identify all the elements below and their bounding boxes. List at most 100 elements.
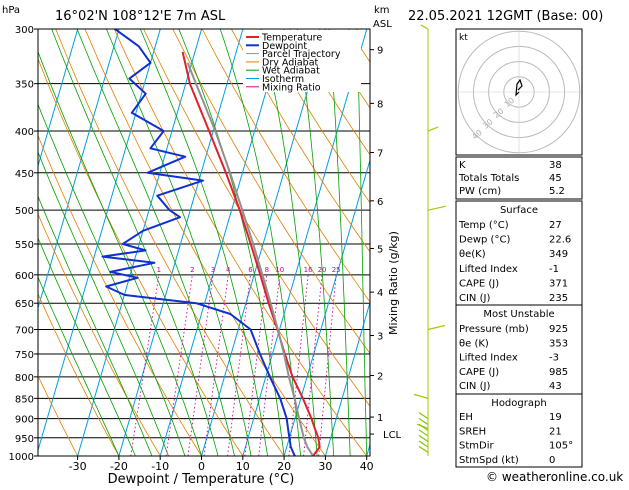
pressure-tick-label: 950	[15, 434, 34, 445]
height-tick-label: 9	[377, 46, 383, 57]
mixing-ratio-label: 6	[248, 266, 253, 274]
hodograph-table-title: Hodograph	[491, 398, 546, 409]
temperature-line	[183, 52, 320, 456]
dry-adiabat-line	[0, 29, 78, 456]
wind-barb	[428, 206, 446, 210]
legend-entry: Mixing Ratio	[262, 82, 321, 93]
mixing-ratio-label: 4	[226, 266, 231, 274]
table-value: -1	[549, 264, 559, 275]
wind-barb	[414, 394, 428, 398]
table-label: CIN (J)	[459, 293, 490, 304]
most-unstable-title: Most Unstable	[483, 309, 554, 320]
height-tick-label: 6	[377, 197, 383, 208]
wind-barb	[419, 436, 428, 442]
wind-barb	[419, 413, 428, 419]
mixing-ratio-axis-label: Mixing Ratio (g/kg)	[387, 231, 400, 335]
mixing-ratio-grid	[131, 275, 336, 456]
table-label: Totals Totals	[458, 173, 519, 184]
height-tick-label: LCL	[383, 430, 402, 441]
pressure-tick-label: 1000	[9, 452, 34, 463]
pressure-tick-label: 450	[15, 169, 34, 180]
table-value: 235	[549, 293, 568, 304]
wind-barb	[419, 418, 428, 424]
table-value: 371	[549, 278, 568, 289]
pressure-tick-label: 750	[15, 350, 34, 361]
height-tick-label: 1	[377, 413, 383, 424]
wind-barb	[419, 441, 428, 447]
pressure-tick-label: 350	[15, 80, 34, 91]
table-value: -3	[549, 353, 559, 364]
mixing-ratio-label: 20	[318, 266, 327, 274]
pressure-axis: 3003504004505005506006507007508008509009…	[9, 25, 38, 463]
pressure-tick-label: 550	[15, 240, 34, 251]
pressure-tick-label: 900	[15, 415, 34, 426]
wet-adiabat-line	[329, 29, 350, 456]
table-label: EH	[459, 412, 473, 423]
mixing-ratio-label: 8	[265, 266, 269, 274]
table-value: 22.6	[549, 235, 571, 246]
table-value: 21	[549, 426, 562, 437]
hpa-label: hPa	[2, 5, 20, 16]
credit-text: © weatheronline.co.uk	[486, 470, 623, 484]
table-label: Lifted Index	[459, 264, 518, 275]
table-label: θe (K)	[459, 338, 489, 349]
height-tick-label: 5	[377, 244, 383, 255]
table-value: 43	[549, 381, 562, 392]
mixing-ratio-labels: 1 2 3 4 6 8 10 16 20 25	[157, 266, 341, 274]
isotherm-line	[0, 29, 78, 456]
asl-label: ASL	[373, 19, 392, 30]
mixing-ratio-label: 16	[304, 266, 313, 274]
mixing-ratio-line	[204, 275, 228, 456]
parcel-trajectory-line	[188, 63, 313, 456]
mixing-ratio-label: 2	[190, 266, 194, 274]
table-label: θe(K)	[459, 249, 486, 260]
x-axis-label: Dewpoint / Temperature (°C)	[108, 472, 295, 486]
table-label: SREH	[459, 426, 486, 437]
height-tick-label: 7	[377, 149, 383, 160]
pressure-tick-label: 800	[15, 373, 34, 384]
pressure-tick-label: 650	[15, 299, 34, 310]
wet-adiabat-line	[357, 29, 367, 456]
table-label: CAPE (J)	[459, 367, 499, 378]
wind-barb	[428, 127, 438, 131]
table-label: StmSpd (kt)	[459, 455, 519, 466]
table-value: 0	[549, 455, 555, 466]
table-label: Lifted Index	[459, 353, 518, 364]
temperature-tick-label: -30	[69, 460, 87, 473]
table-label: PW (cm)	[459, 186, 501, 197]
pressure-tick-label: 400	[15, 127, 34, 138]
wet-adiabat-line	[10, 29, 185, 456]
mixing-ratio-line	[289, 275, 308, 456]
table-label: Pressure (mb)	[459, 324, 529, 335]
height-tick-label: 8	[377, 99, 383, 110]
table-value: 985	[549, 367, 568, 378]
height-tick-label: 2	[377, 372, 383, 383]
wind-barb	[419, 446, 428, 452]
table-label: Dewp (°C)	[459, 235, 510, 246]
wind-barb	[428, 326, 445, 330]
table-value: 353	[549, 338, 568, 349]
table-value: 27	[549, 220, 562, 231]
table-value: 45	[549, 173, 562, 184]
table-label: Temp (°C)	[458, 220, 509, 231]
temperature-tick-label: 40	[360, 460, 374, 473]
height-tick-label: 3	[377, 332, 383, 343]
mixing-ratio-label: 10	[275, 266, 284, 274]
wet-adiabat-line	[140, 29, 267, 456]
km-label: km	[374, 5, 390, 16]
temperature-tick-label: 30	[318, 460, 332, 473]
mixing-ratio-label: 25	[332, 266, 341, 274]
surface-title: Surface	[500, 205, 538, 216]
location-title: 16°02'N 108°12'E 7m ASL	[55, 9, 226, 24]
wet-adiabat-line	[382, 29, 384, 456]
mixing-ratio-label: 1	[157, 266, 161, 274]
mixing-ratio-label: 3	[211, 266, 215, 274]
table-value: 38	[549, 160, 562, 171]
wet-adiabat-grid	[0, 29, 383, 456]
height-tick-label: 4	[377, 288, 383, 299]
